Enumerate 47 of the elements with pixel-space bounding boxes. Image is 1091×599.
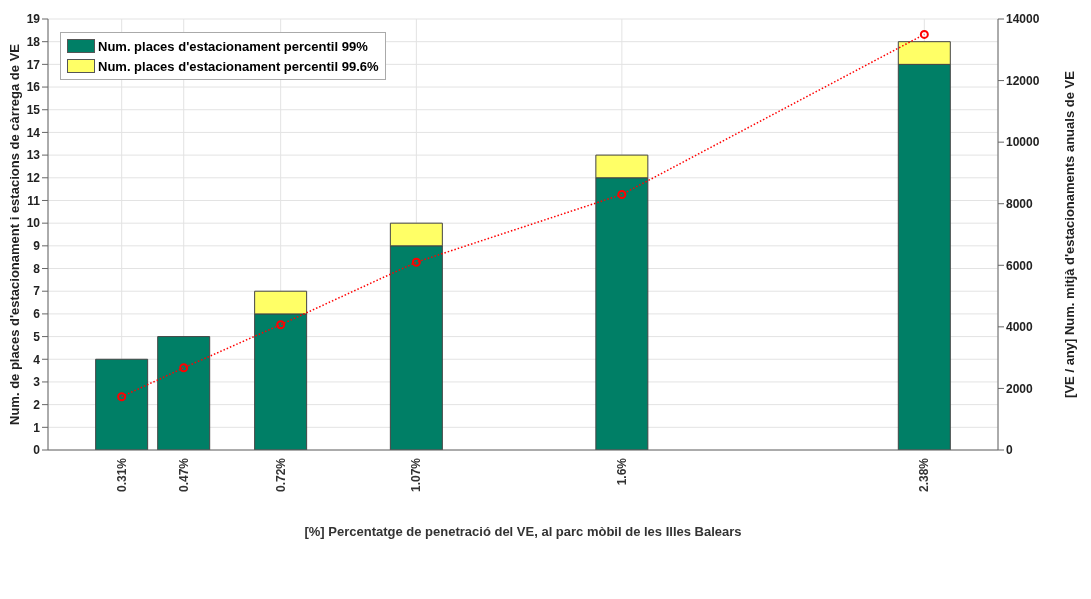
y-tick-label: 14	[26, 125, 41, 140]
y2-tick-label: 10000	[1006, 135, 1040, 150]
y2-tick-label: 14000	[1006, 12, 1040, 27]
y-tick-label: 2	[33, 397, 41, 412]
y-tick-label: 5	[33, 329, 41, 344]
x-tick-label: 2.38%	[917, 457, 932, 493]
x-tick-label: 0.72%	[273, 457, 288, 493]
y-tick-label: 8	[33, 261, 41, 276]
y-tick-label: 13	[26, 148, 41, 163]
y-tick-label: 4	[33, 352, 41, 367]
x-tick-label: 0.47%	[176, 457, 191, 493]
bar	[95, 358, 149, 450]
point	[276, 320, 286, 330]
y2-tick-label: 8000	[1006, 196, 1034, 211]
y-tick-label: 6	[33, 307, 41, 322]
y-tick-label: 9	[33, 239, 41, 254]
y-tick-label: 17	[26, 57, 41, 72]
y2-tick-label: 4000	[1006, 320, 1034, 335]
x-tick-label: 0.31%	[114, 457, 129, 493]
x-tick-label: 1.6%	[614, 457, 629, 486]
y2-tick-label: 6000	[1006, 258, 1034, 273]
point	[411, 257, 421, 267]
y-tick-label: 15	[26, 103, 41, 117]
y2-tick-label: 2000	[1006, 381, 1034, 396]
y-tick-label: 12	[26, 171, 41, 186]
y-tick-label: 16	[26, 80, 41, 95]
y-tick-label: 11	[27, 193, 41, 208]
x-tick-label: 1.07%	[409, 457, 424, 493]
legend-label: Num. places d'estacionament percentil 99%	[98, 38, 368, 54]
bar	[157, 336, 211, 450]
point	[919, 29, 929, 39]
y-tick-label: 0	[33, 443, 41, 458]
y2-axis-title: [VE / any] Num. mitjà d'estacionaments anuals de VE	[1061, 70, 1077, 398]
point	[117, 392, 127, 402]
y2-tick-label: 0	[1006, 443, 1013, 458]
y-tick-label: 3	[33, 375, 41, 390]
point	[617, 189, 627, 199]
y-tick-label: 19	[26, 12, 41, 27]
y-tick-label: 10	[26, 216, 41, 231]
y-tick-label: 1	[33, 420, 41, 435]
y-tick-label: 7	[33, 284, 41, 299]
y2-tick-label: 12000	[1006, 73, 1040, 88]
y-axis-title: Num. de places d'estacionament i estacions de càrrega de VE	[6, 43, 22, 425]
legend-label: Num. places d'estacionament percentil 99.6%	[98, 58, 379, 74]
point	[179, 363, 189, 373]
x-axis-title: [%] Percentatge de penetració del VE, al parc mòbil de les Illes Balears	[304, 524, 742, 539]
y-tick-label: 18	[26, 34, 41, 49]
